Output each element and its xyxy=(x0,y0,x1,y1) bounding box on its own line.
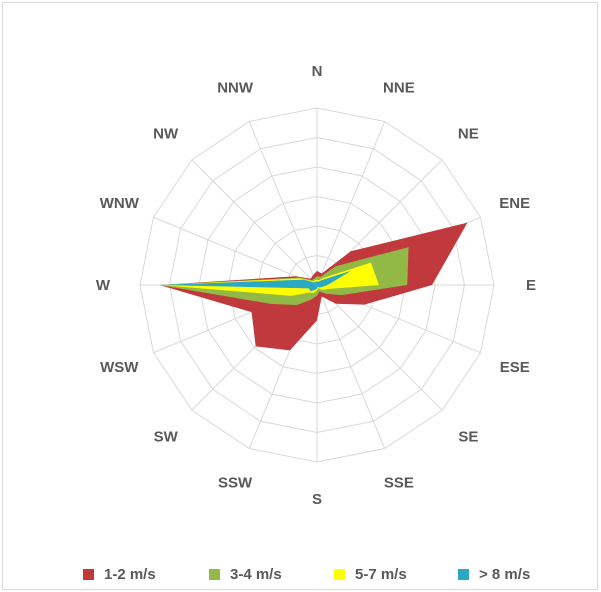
dir-label-s: S xyxy=(312,491,322,508)
dir-label-ne: NE xyxy=(458,126,479,143)
legend: 1-2 m/s 3-4 m/s 5-7 m/s > 8 m/s xyxy=(83,566,530,583)
legend-swatch xyxy=(83,569,94,580)
dir-label-sw: SW xyxy=(154,428,179,445)
dir-label-sse: SSE xyxy=(384,475,414,492)
legend-label: 3-4 m/s xyxy=(230,566,282,583)
legend-item-4: > 8 m/s xyxy=(458,566,530,583)
dir-label-wnw: WNW xyxy=(100,195,140,212)
wind-rose-chart: N NNE NE ENE E ESE SE SSE S SSW SW WSW W WNW NW NNW 1-2… xyxy=(83,63,536,583)
spoke-nnw xyxy=(248,121,318,286)
legend-item-1: 1-2 m/s xyxy=(83,566,156,583)
dir-label-nw: NW xyxy=(153,126,179,143)
legend-item-3: 5-7 m/s xyxy=(334,566,407,583)
legend-label: 5-7 m/s xyxy=(355,566,407,583)
spoke-sse xyxy=(316,284,386,449)
spoke-wnw xyxy=(153,216,318,286)
legend-swatch xyxy=(209,569,220,580)
direction-labels: N NNE NE ENE E ESE SE SSE S SSW SW WSW W WNW NW NNW xyxy=(96,63,536,508)
legend-item-2: 3-4 m/s xyxy=(209,566,282,583)
legend-label: 1-2 m/s xyxy=(104,566,156,583)
dir-label-ese: ESE xyxy=(500,359,530,376)
dir-label-ene: ENE xyxy=(499,195,530,212)
legend-swatch xyxy=(458,569,469,580)
dir-label-ssw: SSW xyxy=(218,475,253,492)
spoke-se xyxy=(316,284,443,411)
series-4-area xyxy=(159,270,352,292)
dir-label-nnw: NNW xyxy=(217,79,254,96)
spoke-nne xyxy=(316,121,386,286)
dir-label-nne: NNE xyxy=(383,79,415,96)
legend-swatch xyxy=(334,569,345,580)
dir-label-n: N xyxy=(312,63,323,80)
dir-label-w: W xyxy=(96,277,111,294)
spoke-nw xyxy=(191,159,318,286)
dir-label-se: SE xyxy=(458,428,478,445)
series-3-area xyxy=(159,262,379,296)
series-layer xyxy=(159,222,468,351)
dir-label-e: E xyxy=(526,277,536,294)
dir-label-wsw: WSW xyxy=(100,359,139,376)
legend-label: > 8 m/s xyxy=(479,566,530,583)
series-2-area xyxy=(159,247,409,306)
